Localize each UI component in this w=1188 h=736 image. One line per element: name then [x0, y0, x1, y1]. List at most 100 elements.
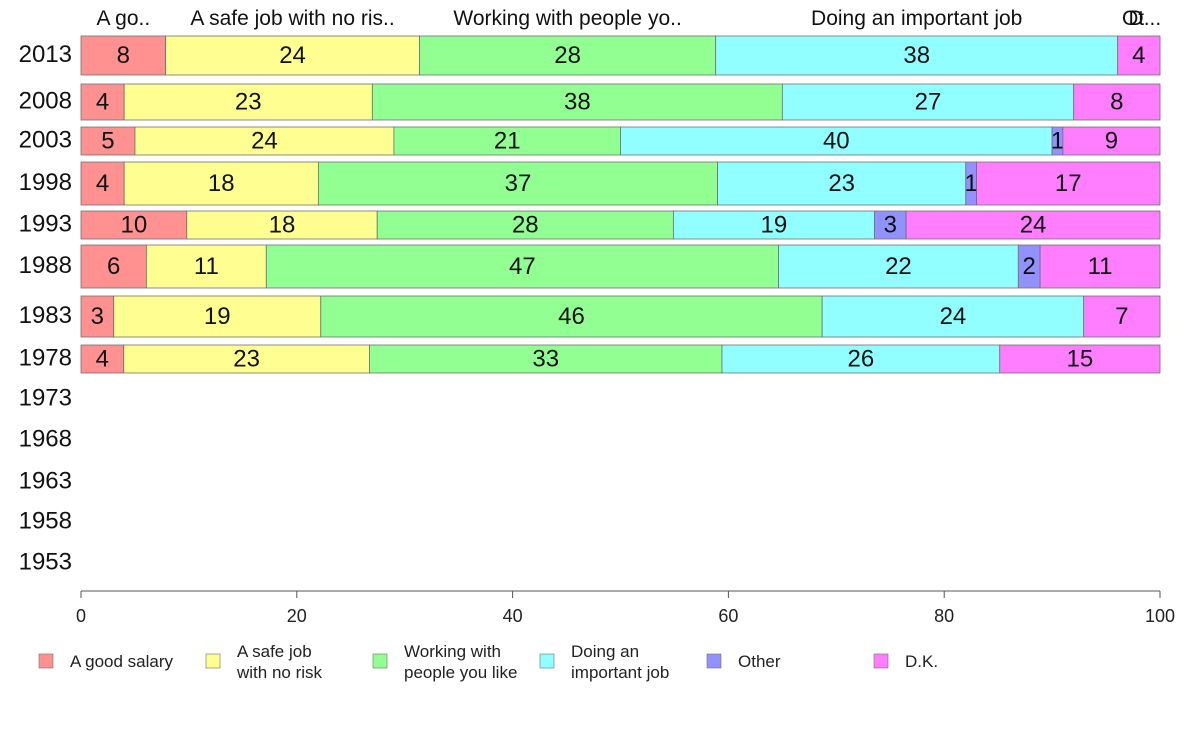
- bar-value-label-2013-5: 4: [1132, 42, 1145, 69]
- bar-value-label-2013-3: 38: [903, 42, 930, 69]
- legend-label-5: D.K.: [905, 652, 938, 671]
- bar-segment-1998-2: [317, 161, 719, 206]
- column-header-2: Working with people yo..: [453, 7, 681, 30]
- bar-value-label-2008-3: 27: [915, 88, 942, 115]
- bar-value-label-1993-5: 24: [1020, 211, 1047, 238]
- bar-value-label-1983-0: 3: [91, 303, 104, 330]
- year-label-1998: 1998: [19, 169, 72, 196]
- year-label-1968: 1968: [19, 425, 72, 452]
- column-header-1: A safe job with no ris..: [190, 7, 394, 30]
- column-header-0: A go..: [96, 7, 150, 30]
- bar-segment-2003-3: [620, 126, 1053, 156]
- legend-label-3-line-1: important job: [571, 663, 669, 682]
- x-tick-label-80: 80: [934, 606, 954, 626]
- bar-value-label-2003-2: 21: [494, 127, 521, 154]
- bar-segment-2008-2: [371, 83, 783, 121]
- bar-segment-1983-2: [320, 295, 823, 338]
- bar-segment-1978-3: [721, 344, 1001, 374]
- bar-segment-1988-0: [80, 244, 147, 289]
- bar-segment-1993-0: [80, 210, 188, 240]
- bar-value-label-1998-0: 4: [96, 170, 109, 197]
- bar-value-label-2013-2: 28: [554, 42, 581, 69]
- legend-label-2-line-1: people you like: [404, 663, 517, 682]
- x-axis: 0 20 40 60 80 100: [76, 590, 1175, 626]
- bar-value-label-1978-1: 23: [233, 345, 260, 372]
- bar-segment-2008-0: [80, 83, 125, 121]
- bar-segment-1998-5: [976, 161, 1161, 206]
- legend-label-4: Other: [738, 652, 781, 671]
- bar-value-label-1993-0: 10: [121, 211, 148, 238]
- bar-segment-1998-1: [123, 161, 319, 206]
- legend-swatch-1: [205, 653, 221, 669]
- bar-value-label-2008-0: 4: [96, 88, 109, 115]
- legend-label-1-line-1: with no risk: [236, 663, 323, 682]
- column-header-5: D...: [1129, 7, 1162, 30]
- legend-swatch-4: [706, 653, 722, 669]
- bar-value-label-1998-3: 23: [828, 170, 855, 197]
- bar-value-label-1993-3: 19: [761, 211, 788, 238]
- year-label-1953: 1953: [19, 548, 72, 575]
- bar-value-label-1988-2: 47: [509, 253, 536, 280]
- bar-segment-1983-3: [821, 295, 1085, 338]
- year-label-2013: 2013: [19, 41, 72, 68]
- bar-segment-1983-1: [113, 295, 322, 338]
- bar-segment-2013-5: [1117, 35, 1161, 76]
- bar-segment-1978-2: [369, 344, 723, 374]
- bar-segment-1998-3: [717, 161, 967, 206]
- bar-segment-1978-5: [999, 344, 1161, 374]
- bar-segment-2003-1: [134, 126, 395, 156]
- year-label-1993: 1993: [19, 210, 72, 237]
- bar-segment-2013-1: [165, 35, 420, 76]
- bar-value-label-2013-0: 8: [117, 42, 130, 69]
- bar-value-label-1988-0: 6: [107, 253, 120, 280]
- bar-value-label-2003-3: 40: [823, 127, 850, 154]
- bar-value-label-2003-4: 1: [1051, 127, 1064, 154]
- bar-value-label-1998-4: 1: [964, 170, 977, 197]
- legend-swatch-5: [873, 653, 889, 669]
- bar-value-label-1983-2: 46: [558, 303, 585, 330]
- bar-segment-1988-2: [265, 244, 779, 289]
- year-label-1983: 1983: [19, 302, 72, 329]
- bar-segment-2008-1: [123, 83, 373, 121]
- x-tick-label-40: 40: [503, 606, 523, 626]
- bar-value-label-1993-1: 18: [269, 211, 296, 238]
- legend-label-0: A good salary: [70, 652, 174, 671]
- bar-segment-1988-5: [1039, 244, 1161, 289]
- bar-value-label-1983-3: 24: [940, 303, 967, 330]
- bar-segment-1983-0: [80, 295, 115, 338]
- bar-value-label-1993-2: 28: [512, 211, 539, 238]
- bar-segment-2003-2: [393, 126, 621, 156]
- bar-value-label-1988-4: 2: [1023, 253, 1036, 280]
- bar-segment-2008-3: [781, 83, 1075, 121]
- year-label-1978: 1978: [19, 344, 72, 371]
- bar-value-label-2013-1: 24: [279, 42, 306, 69]
- column-header-4: Ot: [1122, 7, 1144, 30]
- bar-segment-1988-3: [778, 244, 1019, 289]
- year-label-1973: 1973: [19, 384, 72, 411]
- bar-segment-1988-1: [145, 244, 267, 289]
- x-tick-label-100: 100: [1145, 606, 1175, 626]
- bar-value-label-1978-0: 4: [96, 345, 109, 372]
- bar-value-label-2008-5: 8: [1110, 88, 1123, 115]
- bar-value-label-1988-1: 11: [194, 253, 219, 280]
- column-headers: A go.. A safe job with no ris.. Working wi…: [96, 7, 1161, 30]
- bar-value-label-1993-4: 3: [884, 211, 897, 238]
- legend-label-1-line-0: A safe job: [237, 642, 312, 661]
- legend-swatch-2: [372, 653, 388, 669]
- bar-value-label-1988-5: 11: [1088, 253, 1113, 280]
- year-label-2003: 2003: [19, 126, 72, 153]
- bar-value-label-1978-2: 33: [532, 345, 559, 372]
- year-label-2008: 2008: [19, 87, 72, 114]
- legend-swatch-3: [539, 653, 555, 669]
- bar-segment-1993-5: [905, 210, 1161, 240]
- legend-label-2-line-0: Working with: [404, 642, 501, 661]
- bar-segment-2003-5: [1062, 126, 1161, 156]
- bar-value-label-1998-2: 37: [505, 170, 532, 197]
- bar-value-label-1983-1: 19: [204, 303, 231, 330]
- bar-value-label-2003-5: 9: [1105, 127, 1118, 154]
- bar-segment-1993-1: [186, 210, 378, 240]
- bar-segment-2008-5: [1073, 83, 1161, 121]
- bar-value-label-1978-3: 26: [848, 345, 875, 372]
- bar-segment-1978-1: [123, 344, 370, 374]
